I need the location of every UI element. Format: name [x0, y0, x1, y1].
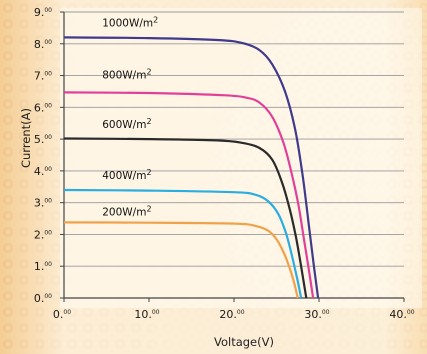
y-tick-label: 0.00 — [34, 292, 52, 305]
grid-lines — [64, 11, 404, 267]
series-line — [63, 221, 299, 299]
axes — [63, 12, 404, 299]
series-line — [63, 36, 320, 299]
series-label: 800W/m2 — [102, 68, 151, 82]
y-tick-label: 6.00 — [34, 101, 52, 114]
x-tick-labels: 0.00 10.00 20.00 30.00 40.00 — [53, 298, 415, 321]
series-labels: 1000W/m2 800W/m2 600W/m2 400W/m2 200W/m2 — [102, 15, 158, 218]
series-line — [63, 91, 315, 299]
series-line — [63, 188, 303, 299]
y-tick-labels: 0.00 1.00 2.00 3.00 4.00 5.00 6.00 7.00 8.00 9.00 — [34, 6, 64, 305]
y-tick-label: 7.00 — [34, 70, 52, 83]
y-tick-label: 9.00 — [34, 6, 52, 19]
series-label: 400W/m2 — [102, 168, 151, 182]
y-tick-label: 1.00 — [34, 260, 52, 273]
y-tick-label: 8.00 — [34, 38, 52, 51]
y-tick-label: 4.00 — [34, 165, 52, 178]
x-tick-label: 40.00 — [389, 308, 414, 321]
series-lines — [63, 36, 320, 299]
y-tick-label: 2.00 — [34, 228, 52, 241]
x-tick-label: 20.00 — [219, 308, 244, 321]
series-label: 200W/m2 — [102, 204, 151, 218]
x-tick-label: 30.00 — [304, 308, 329, 321]
series-line — [63, 137, 308, 299]
x-tick-label: 10.00 — [134, 308, 159, 321]
x-axis-label: Voltage(V) — [214, 335, 274, 349]
y-tick-label: 3.00 — [34, 197, 52, 210]
y-tick-label: 5.00 — [34, 133, 52, 146]
series-label: 1000W/m2 — [102, 15, 158, 29]
y-axis-label: Current(A) — [19, 108, 33, 168]
x-tick-label: 0.00 — [53, 308, 71, 321]
series-label: 600W/m2 — [102, 117, 151, 131]
